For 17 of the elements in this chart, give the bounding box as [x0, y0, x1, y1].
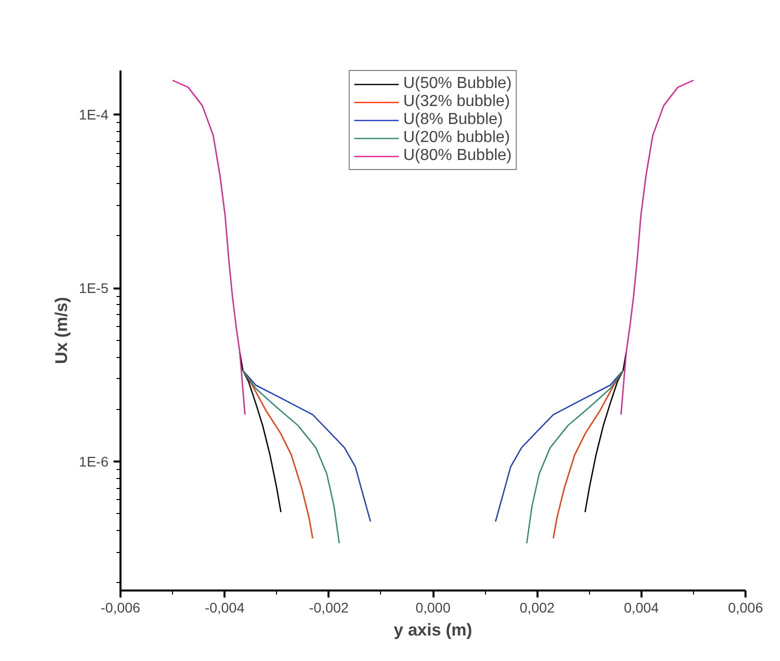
legend-label: U(50% Bubble): [403, 75, 512, 93]
y-tick-label: 1E-4: [78, 106, 109, 123]
y-tick-label: 1E-5: [78, 280, 109, 296]
y-axis-title: Ux (m/s): [52, 296, 71, 364]
x-tick-label: 0,002: [520, 600, 555, 616]
x-tick-label: 0,000: [415, 600, 451, 616]
x-tick-label: 0,004: [624, 600, 660, 616]
legend-label: U(20% bubble): [403, 129, 510, 147]
x-tick-label: -0,002: [308, 600, 349, 616]
x-tick-label: 0,006: [728, 600, 764, 616]
legend-label: U(32% bubble): [403, 93, 510, 111]
legend-label: U(8% Bubble): [403, 111, 503, 129]
x-tick-label: -0,006: [100, 600, 141, 616]
legend-label: U(80% Bubble): [403, 147, 512, 165]
x-tick-label: -0,004: [204, 600, 245, 616]
x-axis-title: y axis (m): [394, 620, 472, 640]
y-tick-label: 1E-6: [78, 453, 109, 470]
